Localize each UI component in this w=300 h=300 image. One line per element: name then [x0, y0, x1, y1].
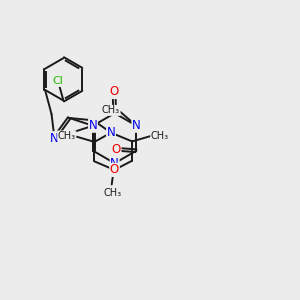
Text: CH₃: CH₃ [103, 188, 122, 198]
Text: N: N [132, 119, 141, 132]
Text: CH₃: CH₃ [58, 131, 76, 141]
Text: CH₃: CH₃ [151, 130, 169, 140]
Text: O: O [110, 85, 119, 98]
Text: N: N [106, 126, 116, 139]
Text: N: N [110, 157, 119, 170]
Text: N: N [50, 132, 59, 145]
Text: CH₃: CH₃ [102, 105, 120, 116]
Text: Cl: Cl [53, 76, 64, 86]
Text: O: O [110, 164, 119, 176]
Text: N: N [88, 119, 98, 132]
Text: O: O [112, 143, 121, 156]
